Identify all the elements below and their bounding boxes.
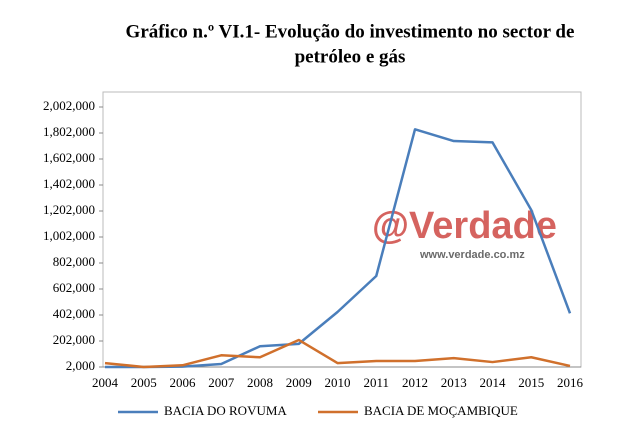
watermark: www.verdade.co.mz <box>419 249 525 261</box>
y-tick-label: 2,002,000 <box>43 98 95 113</box>
x-tick-label: 2006 <box>170 375 197 390</box>
y-tick-label: 1,802,000 <box>43 124 95 139</box>
x-tick-label: 2009 <box>286 375 312 390</box>
x-tick-label: 2014 <box>480 375 507 390</box>
y-tick-label: 602,000 <box>53 280 95 295</box>
y-tick-label: 402,000 <box>53 306 95 321</box>
y-tick-label: 1,402,000 <box>43 176 95 191</box>
legend-label: BACIA DE MOÇAMBIQUE <box>364 403 518 418</box>
series-line <box>105 128 572 369</box>
y-tick-label: 802,000 <box>53 254 95 269</box>
y-tick-label: 2,000 <box>66 358 95 373</box>
x-tick-label: 2010 <box>325 375 351 390</box>
x-tick-label: 2012 <box>402 375 428 390</box>
x-tick-label: 2005 <box>131 375 157 390</box>
x-tick-label: 2004 <box>92 375 119 390</box>
y-tick-label: 1,602,000 <box>43 150 95 165</box>
x-tick-label: 2013 <box>441 375 467 390</box>
watermark: @Verdade <box>372 205 557 247</box>
x-tick-label: 2007 <box>208 375 235 390</box>
series-line <box>104 338 571 369</box>
chart-title: Gráfico n.º VI.1- Evolução do investimen… <box>126 21 575 42</box>
x-tick-label: 2008 <box>247 375 273 390</box>
y-tick-label: 1,002,000 <box>43 228 95 243</box>
y-tick-label: 1,202,000 <box>43 202 95 217</box>
y-tick-label: 202,000 <box>53 332 95 347</box>
x-tick-label: 2015 <box>518 375 544 390</box>
x-tick-label: 2011 <box>363 375 389 390</box>
chart-title: petróleo e gás <box>295 46 406 67</box>
legend-label: BACIA DO ROVUMA <box>164 403 287 418</box>
x-tick-label: 2016 <box>557 375 584 390</box>
